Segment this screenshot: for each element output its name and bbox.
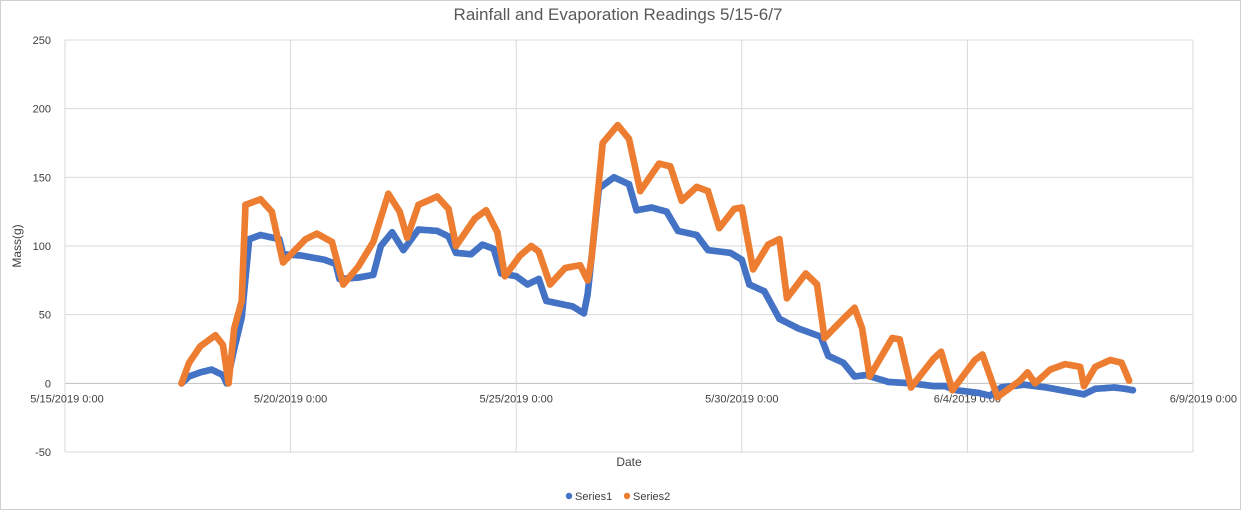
x-axis-title: Date	[616, 455, 642, 469]
y-axis-ticks: -50 0 50 100 150 200 250	[33, 35, 51, 459]
y-tick-label: 200	[33, 104, 51, 116]
data-point	[1129, 386, 1137, 394]
legend: Series1 Series2	[565, 491, 670, 503]
legend-marker	[565, 492, 573, 500]
x-tick-label: 6/9/2019 0:00	[1170, 393, 1237, 405]
series-series2	[178, 121, 1133, 401]
y-tick-label: -50	[35, 447, 51, 459]
chart-title: Rainfall and Evaporation Readings 5/15-6…	[454, 5, 783, 24]
legend-label: Series1	[575, 491, 612, 503]
data-series	[178, 121, 1137, 401]
series-series1	[178, 173, 1137, 400]
legend-label: Series2	[633, 491, 670, 503]
data-point	[1125, 377, 1133, 384]
y-axis-title: Mass(g)	[10, 224, 24, 267]
x-tick-label: 5/15/2019 0:00	[30, 393, 103, 405]
y-tick-label: 250	[33, 35, 51, 47]
x-tick-label: 5/25/2019 0:00	[479, 393, 552, 405]
x-tick-label: 5/30/2019 0:00	[705, 393, 778, 405]
gridlines	[64, 39, 1194, 453]
y-tick-label: 0	[45, 378, 51, 390]
y-tick-label: 150	[33, 172, 51, 184]
x-tick-label: 5/20/2019 0:00	[254, 393, 327, 405]
legend-marker	[623, 492, 631, 500]
y-tick-label: 100	[33, 241, 51, 253]
x-axis-ticks: 5/15/2019 0:00 5/20/2019 0:00 5/25/2019 0:…	[30, 393, 1237, 405]
y-tick-label: 50	[39, 310, 51, 322]
